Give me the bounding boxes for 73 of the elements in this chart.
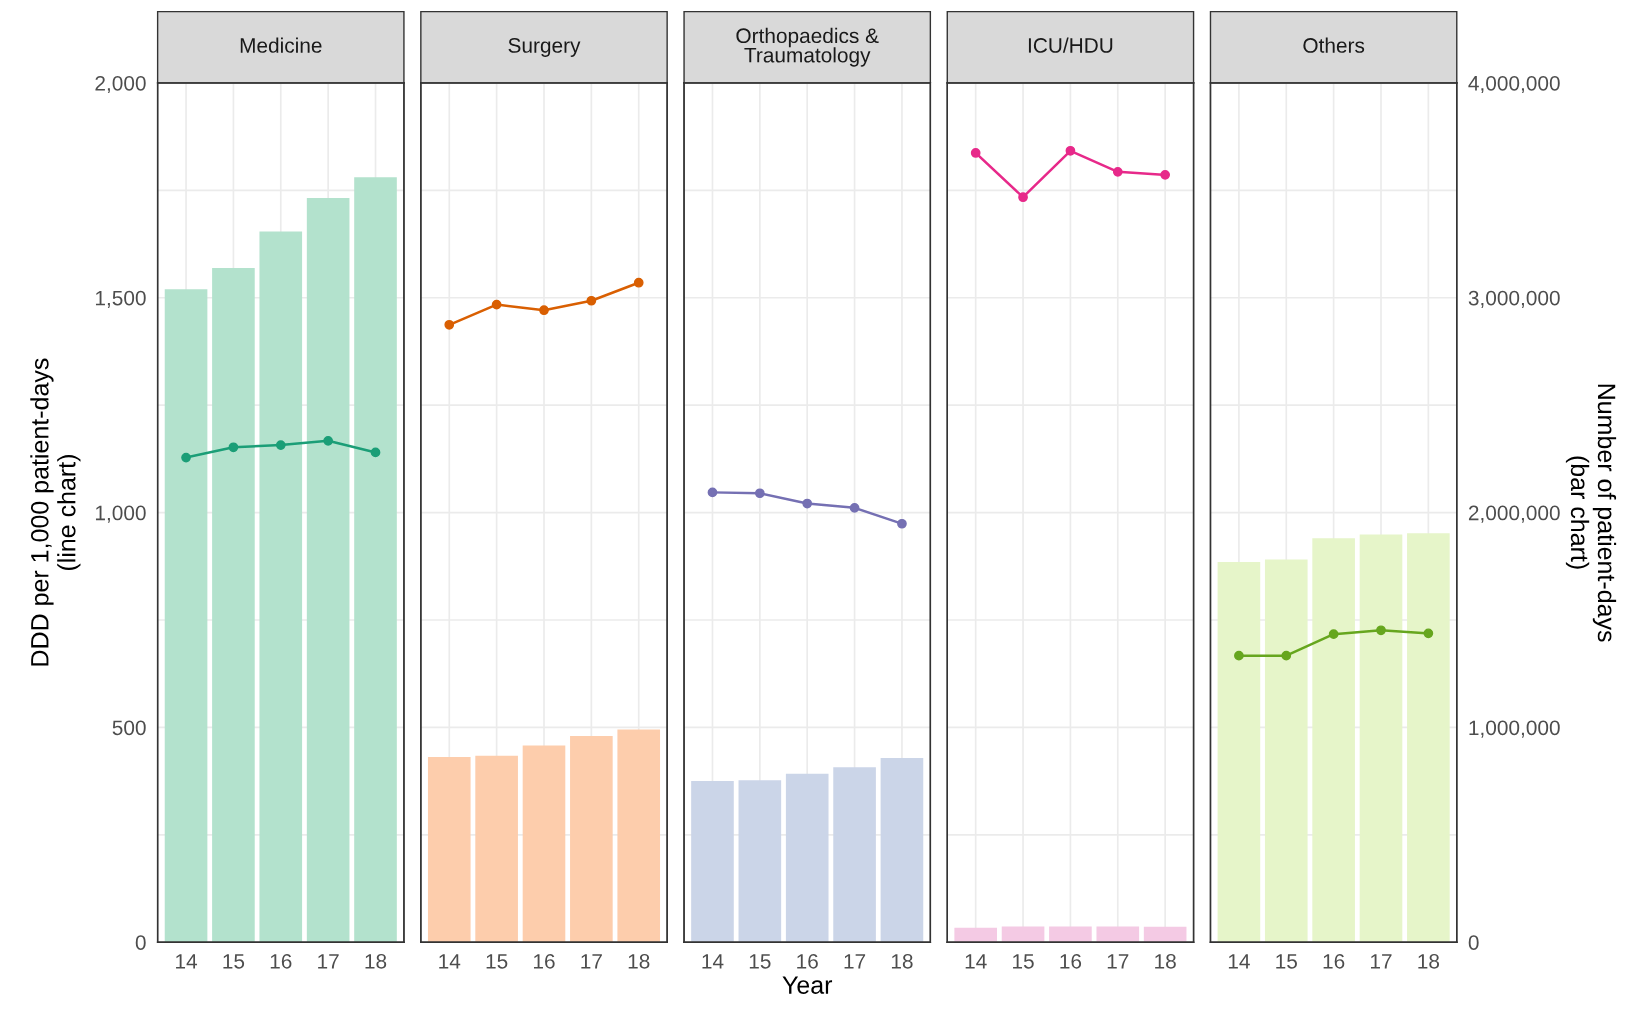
point <box>1423 628 1434 639</box>
x-tick-label: 15 <box>749 954 771 969</box>
point <box>586 295 597 306</box>
point <box>633 277 644 288</box>
chart-title: Orthopaedics & Traumatology <box>736 27 879 67</box>
x-tick-label: 15 <box>223 954 245 969</box>
y2-tick-label: 2,000,000 <box>1468 505 1560 523</box>
point <box>707 487 718 498</box>
chart-title: Others <box>1303 37 1365 53</box>
point <box>1328 629 1339 640</box>
point <box>1112 166 1123 177</box>
y2-tick-label: 3,000,000 <box>1468 290 1560 308</box>
x-tick-label: 17 <box>1107 954 1129 969</box>
bar <box>570 736 613 943</box>
x-tick-label: 18 <box>1155 953 1176 969</box>
point <box>491 299 502 310</box>
y-tick-label: 0 <box>135 935 146 951</box>
bar <box>354 177 397 943</box>
point <box>897 518 907 529</box>
x-tick-label: 15 <box>486 954 508 969</box>
x-tick-label: 14 <box>439 954 461 969</box>
x-axis-title: Year <box>782 976 833 994</box>
x-tick-label: 17 <box>1371 954 1392 969</box>
bar <box>164 289 208 943</box>
point <box>1376 625 1386 636</box>
y2-tick-label: 1,000,000 <box>1469 720 1560 738</box>
y-axis-title: DDD per 1,000 patient-days (line chart) <box>30 358 81 666</box>
x-tick-label: 17 <box>581 954 602 969</box>
x-tick-label: 14 <box>1228 954 1250 969</box>
bar <box>427 757 471 943</box>
x-tick-label: 17 <box>844 954 866 969</box>
y-tick-label: 500 <box>112 720 146 736</box>
point <box>1160 169 1171 180</box>
x-tick-label: 15 <box>1276 954 1297 969</box>
x-tick-label: 18 <box>891 953 913 969</box>
x-tick-label: 17 <box>318 954 339 969</box>
point <box>970 148 981 158</box>
bar <box>259 231 303 943</box>
point <box>802 498 813 509</box>
point <box>444 319 455 330</box>
x-tick-label: 14 <box>965 954 987 969</box>
x-tick-label: 18 <box>628 953 650 969</box>
bar <box>617 729 661 943</box>
x-tick-label: 14 <box>176 954 198 969</box>
x-tick-label: 15 <box>1013 954 1034 969</box>
x-tick-label: 16 <box>797 953 818 969</box>
y-tick-label: 1,500 <box>95 290 146 308</box>
y-tick-label: 2,000 <box>95 75 146 94</box>
bar <box>475 755 518 943</box>
x-tick-label: 14 <box>702 954 724 969</box>
point <box>1281 650 1292 661</box>
chart-title: Surgery <box>508 38 581 57</box>
y2-axis-title: Number of patient-days (bar chart) <box>1565 384 1617 642</box>
point <box>1065 145 1076 156</box>
point <box>1018 192 1028 203</box>
bar <box>212 268 255 943</box>
x-tick-label: 16 <box>1060 953 1082 969</box>
y2-tick-label: 0 <box>1468 935 1479 951</box>
bar <box>306 198 350 943</box>
x-tick-label: 18 <box>1418 953 1440 969</box>
point <box>849 502 860 513</box>
chart-title: Medicine <box>240 37 322 53</box>
x-tick-label: 16 <box>270 953 292 969</box>
y2-tick-label: 4,000,000 <box>1468 75 1560 94</box>
point <box>754 488 765 499</box>
x-tick-label: 16 <box>1323 953 1345 969</box>
x-tick-label: 18 <box>365 953 387 969</box>
point <box>1234 650 1244 661</box>
chart-title: ICU/HDU <box>1028 37 1113 53</box>
y-tick-label: 1,000 <box>95 505 146 523</box>
point <box>539 305 549 316</box>
x-tick-label: 16 <box>534 953 555 969</box>
bar <box>522 745 566 943</box>
